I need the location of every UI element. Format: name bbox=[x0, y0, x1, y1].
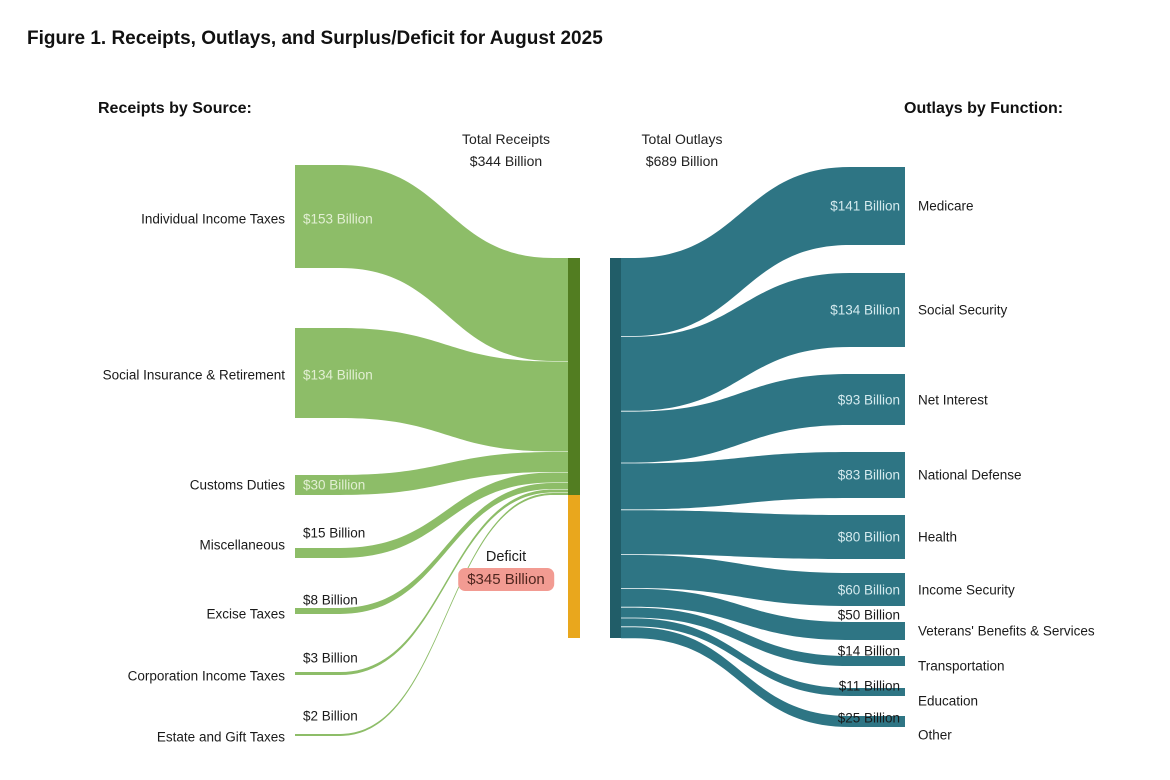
outlay-function-value: $50 Billion bbox=[837, 607, 900, 623]
outlay-function-value: $134 Billion bbox=[830, 302, 900, 318]
receipt-source-value: $2 Billion bbox=[303, 708, 358, 724]
outlay-function-label: Social Security bbox=[918, 302, 1008, 318]
outlay-flow-0 bbox=[621, 167, 905, 336]
outlay-function-label: Education bbox=[918, 693, 979, 709]
total-outlays-title: Total Outlays bbox=[641, 131, 723, 147]
receipt-flow-0 bbox=[295, 165, 568, 361]
outlay-function-value: $60 Billion bbox=[837, 582, 900, 598]
outlay-flow-9 bbox=[621, 627, 905, 727]
outlay-function-label: Income Security bbox=[918, 582, 1015, 598]
receipts-by-source-header: Receipts by Source: bbox=[98, 100, 252, 117]
receipt-source-label: Social Insurance & Retirement bbox=[102, 367, 285, 383]
outlay-function-value: $25 Billion bbox=[837, 710, 900, 726]
receipt-source-value: $3 Billion bbox=[303, 650, 358, 666]
outlay-function-label: Health bbox=[918, 529, 958, 545]
outlay-function-value: $80 Billion bbox=[837, 529, 900, 545]
total-outlays-value: $689 Billion bbox=[645, 153, 719, 169]
outlay-function-value: $83 Billion bbox=[837, 467, 900, 483]
outlay-function-value: $11 Billion bbox=[838, 678, 900, 694]
outlay-flow-7 bbox=[621, 607, 905, 666]
outlay-flow-4 bbox=[621, 510, 905, 559]
receipt-source-label: Corporation Income Taxes bbox=[127, 668, 285, 684]
outlay-flow-8 bbox=[621, 618, 905, 696]
outlay-function-label: Veterans' Benefits & Services bbox=[918, 623, 1095, 639]
outlay-function-value: $93 Billion bbox=[837, 392, 900, 408]
outlay-flow-6 bbox=[621, 588, 905, 640]
receipt-flow-3 bbox=[295, 472, 568, 558]
receipt-source-value: $8 Billion bbox=[303, 592, 358, 608]
outlay-flow-2 bbox=[621, 374, 905, 463]
receipt-flow-1 bbox=[295, 328, 568, 452]
total-receipts-label: Total Receipts $344 Billion bbox=[462, 128, 550, 172]
deficit-label: Deficit $345 Billion bbox=[458, 549, 554, 591]
receipt-source-label: Miscellaneous bbox=[199, 537, 285, 553]
receipt-source-label: Customs Duties bbox=[189, 477, 285, 493]
outlay-function-value: $14 Billion bbox=[837, 643, 900, 659]
outlays-node-bar bbox=[610, 258, 621, 638]
outlays-by-function-header: Outlays by Function: bbox=[904, 100, 1064, 117]
receipt-source-value: $30 Billion bbox=[303, 477, 366, 493]
total-outlays-label: Total Outlays $689 Billion bbox=[642, 128, 723, 172]
receipt-source-label: Estate and Gift Taxes bbox=[156, 729, 285, 745]
outlay-function-label: Other bbox=[918, 727, 952, 743]
outlay-function-label: National Defense bbox=[918, 467, 1022, 483]
deficit-value-badge: $345 Billion bbox=[458, 568, 554, 591]
outlay-function-label: Net Interest bbox=[918, 392, 988, 408]
receipts-node-bar bbox=[568, 258, 580, 495]
receipt-source-value: $153 Billion bbox=[303, 211, 373, 227]
outlay-flow-5 bbox=[621, 555, 905, 606]
outlay-function-label: Transportation bbox=[918, 658, 1005, 674]
receipt-source-label: Individual Income Taxes bbox=[141, 211, 285, 227]
outlay-function-label: Medicare bbox=[918, 198, 974, 214]
total-receipts-value: $344 Billion bbox=[469, 153, 543, 169]
receipt-flow-2 bbox=[295, 452, 568, 495]
outlay-function-value: $141 Billion bbox=[830, 198, 900, 214]
outlay-flow-3 bbox=[621, 452, 905, 510]
figure-title: Figure 1. Receipts, Outlays, and Surplus… bbox=[27, 28, 603, 49]
receipt-source-value: $134 Billion bbox=[303, 367, 373, 383]
total-receipts-title: Total Receipts bbox=[462, 131, 550, 147]
receipt-source-label: Excise Taxes bbox=[206, 606, 285, 622]
outlay-flow-1 bbox=[621, 273, 905, 411]
deficit-title: Deficit bbox=[485, 549, 527, 565]
deficit-node-bar bbox=[568, 495, 580, 638]
receipt-source-value: $15 Billion bbox=[303, 525, 366, 541]
